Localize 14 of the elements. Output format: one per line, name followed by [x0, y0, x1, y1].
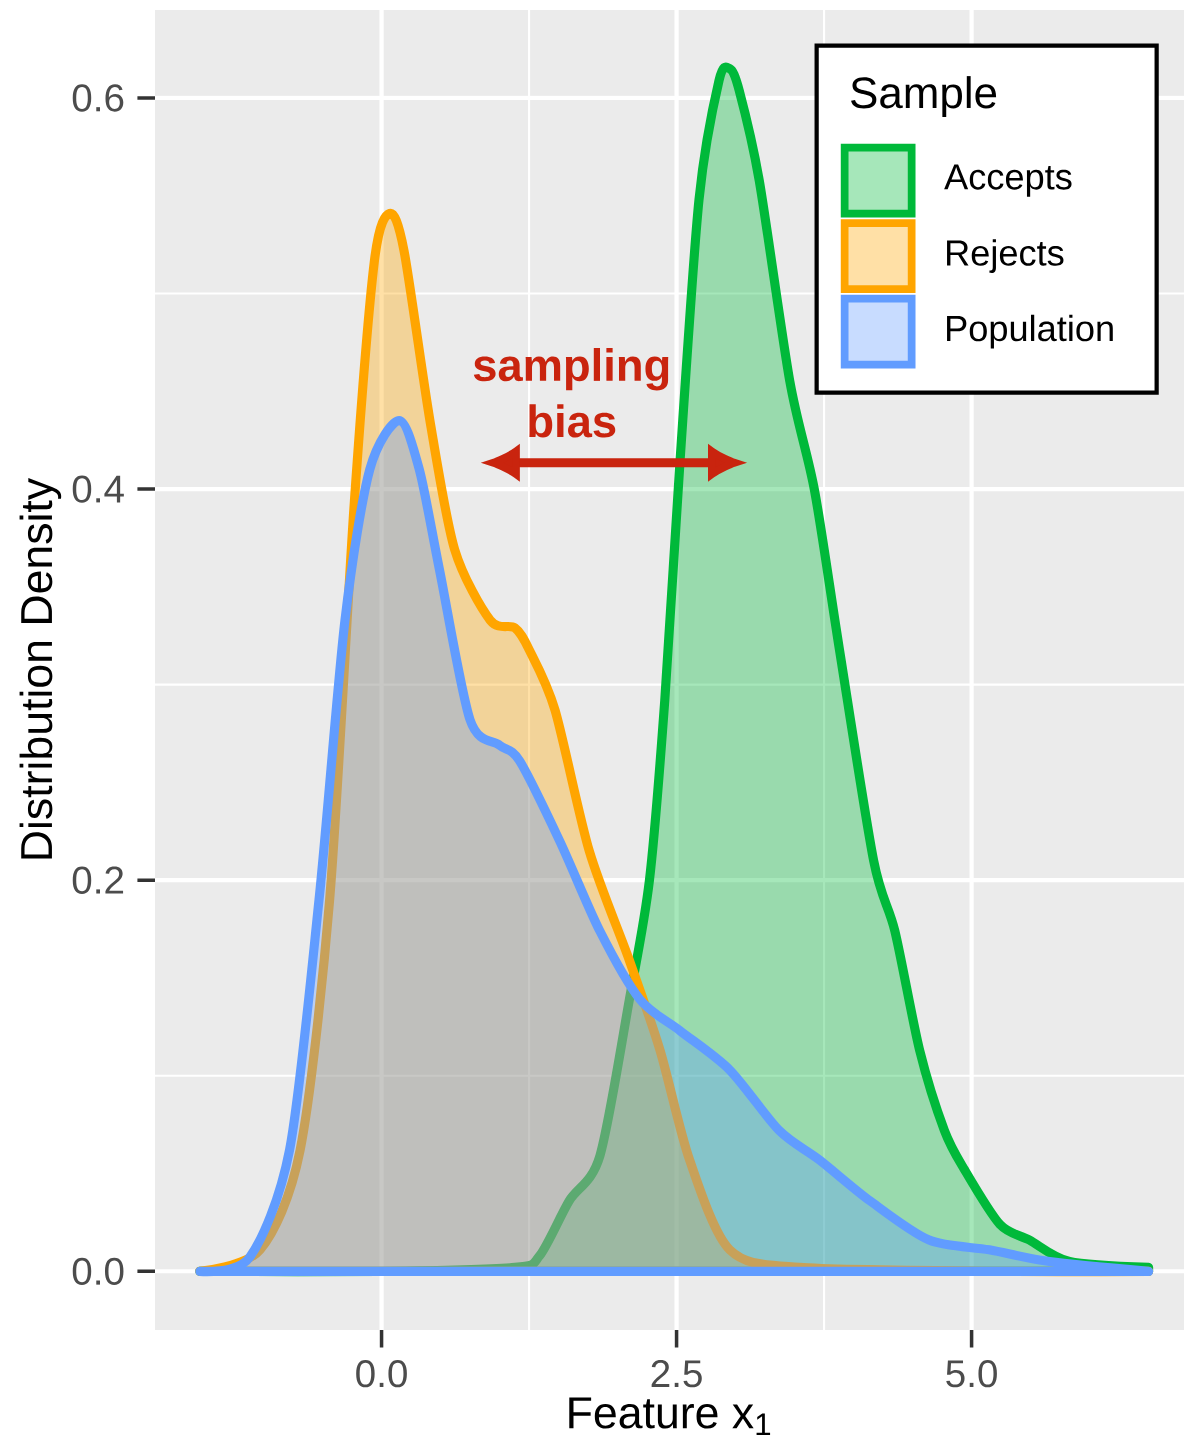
- x-tick-label: 5.0: [946, 1360, 997, 1388]
- legend-title: Sample: [851, 76, 997, 118]
- y-tick-label: 0.2: [72, 866, 124, 894]
- legend-label: Rejects: [947, 239, 1064, 273]
- x-axis-title: Feature x$_{1}$: [569, 1397, 771, 1436]
- x-tick-label: 0.0: [356, 1360, 407, 1388]
- y-tick-label: 0.0: [72, 1257, 124, 1286]
- y-tick-label: 0.4: [72, 475, 124, 503]
- x-tick-label: 2.5: [651, 1360, 702, 1388]
- y-tick-label: 0.6: [72, 84, 124, 112]
- legend-label: Population: [947, 314, 1113, 349]
- annotation: sampling bias: [473, 348, 669, 438]
- y-axis-title: Distribution Density: [19, 477, 62, 859]
- legend-label: Accepts: [944, 164, 1072, 197]
